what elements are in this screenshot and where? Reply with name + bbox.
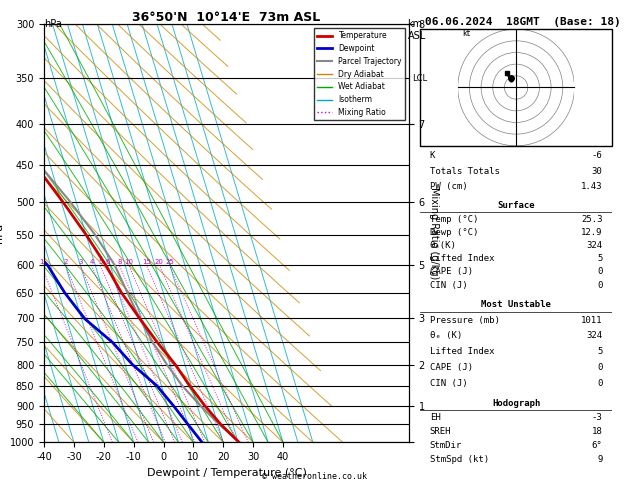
Text: Lifted Index: Lifted Index [430,347,494,356]
Text: 0: 0 [597,363,603,372]
Y-axis label: hPa: hPa [0,223,4,243]
Text: © weatheronline.co.uk: © weatheronline.co.uk [262,472,367,481]
Text: 6: 6 [105,259,109,265]
Text: 1: 1 [39,259,43,265]
Text: 5: 5 [597,254,603,263]
Title: 36°50'N  10°14'E  73m ASL: 36°50'N 10°14'E 73m ASL [132,11,321,24]
Text: LCL: LCL [413,74,428,83]
Text: CAPE (J): CAPE (J) [430,267,473,277]
Text: CIN (J): CIN (J) [430,280,467,290]
Text: 324: 324 [586,241,603,250]
Text: km
ASL: km ASL [408,19,426,41]
Text: 2: 2 [64,259,68,265]
Text: Lifted Index: Lifted Index [430,254,494,263]
Text: K: K [430,152,435,160]
Text: 30: 30 [592,167,603,176]
Text: CIN (J): CIN (J) [430,379,467,388]
Text: hPa: hPa [44,19,62,30]
Text: 0: 0 [597,379,603,388]
Text: 5: 5 [98,259,103,265]
Text: EH: EH [430,413,440,422]
Text: 25.3: 25.3 [581,214,603,224]
Text: 25: 25 [165,259,174,265]
Text: 20: 20 [155,259,164,265]
Text: 6°: 6° [592,441,603,450]
X-axis label: Dewpoint / Temperature (°C): Dewpoint / Temperature (°C) [147,468,306,478]
Text: Most Unstable: Most Unstable [481,300,551,309]
Text: StmDir: StmDir [430,441,462,450]
Text: StmSpd (kt): StmSpd (kt) [430,455,489,464]
Text: 06.06.2024  18GMT  (Base: 18): 06.06.2024 18GMT (Base: 18) [425,17,620,27]
Text: 10: 10 [124,259,133,265]
Legend: Temperature, Dewpoint, Parcel Trajectory, Dry Adiabat, Wet Adiabat, Isotherm, Mi: Temperature, Dewpoint, Parcel Trajectory… [314,28,405,120]
Text: 15: 15 [142,259,151,265]
Text: -3: -3 [592,413,603,422]
Y-axis label: Mixing Ratio (g/kg): Mixing Ratio (g/kg) [429,187,438,279]
Text: kt: kt [462,29,470,38]
Text: 324: 324 [586,331,603,341]
Text: Pressure (mb): Pressure (mb) [430,315,499,325]
Text: 12.9: 12.9 [581,228,603,237]
Text: Dewp (°C): Dewp (°C) [430,228,478,237]
Text: 0: 0 [597,280,603,290]
Text: θₑ (K): θₑ (K) [430,331,462,341]
Text: 1011: 1011 [581,315,603,325]
Text: CAPE (J): CAPE (J) [430,363,473,372]
Text: Temp (°C): Temp (°C) [430,214,478,224]
Text: -6: -6 [592,152,603,160]
Text: 18: 18 [592,427,603,436]
Text: 1.43: 1.43 [581,182,603,191]
Text: Totals Totals: Totals Totals [430,167,499,176]
Text: PW (cm): PW (cm) [430,182,467,191]
Text: 4: 4 [89,259,94,265]
Text: 3: 3 [78,259,82,265]
Text: 0: 0 [597,267,603,277]
Text: 8: 8 [117,259,121,265]
Text: SREH: SREH [430,427,451,436]
Text: Surface: Surface [498,201,535,210]
Text: θₑ(K): θₑ(K) [430,241,457,250]
Text: Hodograph: Hodograph [492,399,540,408]
Text: 9: 9 [597,455,603,464]
Text: 5: 5 [597,347,603,356]
